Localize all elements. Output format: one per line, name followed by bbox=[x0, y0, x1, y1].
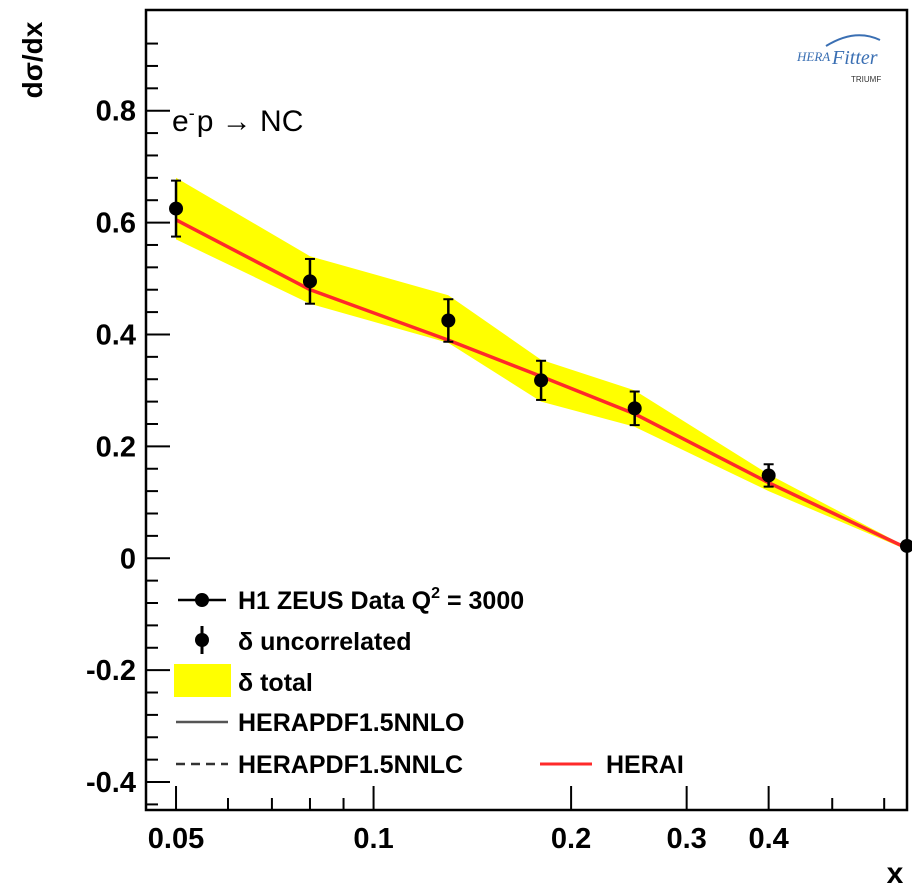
herafitter-logo: HERA Fitter TRIUMF bbox=[796, 34, 881, 84]
x-tick-label: 0.3 bbox=[666, 823, 706, 855]
legend-herai-label: HERAI bbox=[606, 751, 684, 779]
legend-entry-uncorrelated: δ uncorrelated bbox=[195, 626, 412, 656]
legend-uncorrelated-label: δ uncorrelated bbox=[238, 628, 412, 656]
data-point bbox=[534, 373, 549, 388]
legend: H1 ZEUS Data Q2 = 3000 δ uncorrelated δ … bbox=[174, 585, 684, 779]
legend-entry-herai: HERAI bbox=[540, 751, 684, 779]
x-tick-label: 0.1 bbox=[353, 823, 393, 855]
annotation-rest: p → NC bbox=[197, 105, 304, 138]
y-tick-label: 0.6 bbox=[96, 208, 136, 240]
y-tick-label: -0.2 bbox=[86, 655, 136, 687]
annotation-superscript: - bbox=[189, 103, 195, 123]
legend-data-label-main: H1 ZEUS Data Q bbox=[238, 587, 431, 615]
x-tick-label: 0.05 bbox=[148, 823, 204, 855]
data-point bbox=[761, 468, 776, 483]
legend-total-band bbox=[174, 664, 231, 697]
y-tick-label: 0.4 bbox=[96, 319, 136, 351]
logo-triumf: TRIUMF bbox=[851, 75, 881, 84]
legend-entry-data: H1 ZEUS Data Q2 = 3000 bbox=[178, 585, 524, 615]
plot-frame bbox=[144, 8, 909, 812]
process-annotation: e-p → NC bbox=[172, 103, 303, 138]
logo-swoosh bbox=[825, 34, 881, 47]
axis-tick-labels-layer: -0.4 -0.2 0 0.2 0.4 0.6 0.8 0.05 0.1 0.2 0.3 0.4 bbox=[86, 96, 789, 855]
logo-fitter: Fitter bbox=[831, 47, 878, 69]
data-point bbox=[302, 274, 317, 289]
legend-uncorrelated-marker bbox=[195, 633, 209, 647]
data-points-layer bbox=[169, 179, 912, 553]
legend-entry-nnlo: HERAPDF1.5NNLO bbox=[176, 709, 464, 737]
y-tick-label: 0 bbox=[120, 543, 136, 575]
x-tick-label: 0.4 bbox=[748, 823, 788, 855]
data-point bbox=[441, 313, 456, 328]
legend-data-marker bbox=[195, 593, 209, 607]
legend-data-label-end: = 3000 bbox=[440, 587, 524, 615]
legend-nnlc-label: HERAPDF1.5NNLC bbox=[238, 751, 463, 779]
legend-data-label: H1 ZEUS Data Q2 = 3000 bbox=[238, 585, 524, 615]
logo-hera: HERA bbox=[796, 49, 830, 64]
legend-data-label-sup: 2 bbox=[431, 585, 440, 602]
legend-nnlo-label: HERAPDF1.5NNLO bbox=[238, 709, 464, 737]
data-point bbox=[169, 201, 184, 216]
axis-ticks-layer bbox=[146, 42, 886, 810]
y-axis-label: dσ/dx bbox=[17, 21, 48, 98]
annotation-prefix: e bbox=[172, 105, 189, 138]
y-tick-label: 0.2 bbox=[96, 431, 136, 463]
legend-entry-nnlc: HERAPDF1.5NNLC bbox=[176, 751, 463, 779]
data-point bbox=[627, 401, 642, 416]
legend-total-label: δ total bbox=[238, 669, 313, 697]
x-axis-label: x bbox=[887, 857, 904, 890]
y-tick-label: 0.8 bbox=[96, 96, 136, 128]
y-tick-label: -0.4 bbox=[86, 767, 136, 799]
x-tick-label: 0.2 bbox=[551, 823, 591, 855]
legend-entry-total: δ total bbox=[174, 664, 313, 697]
